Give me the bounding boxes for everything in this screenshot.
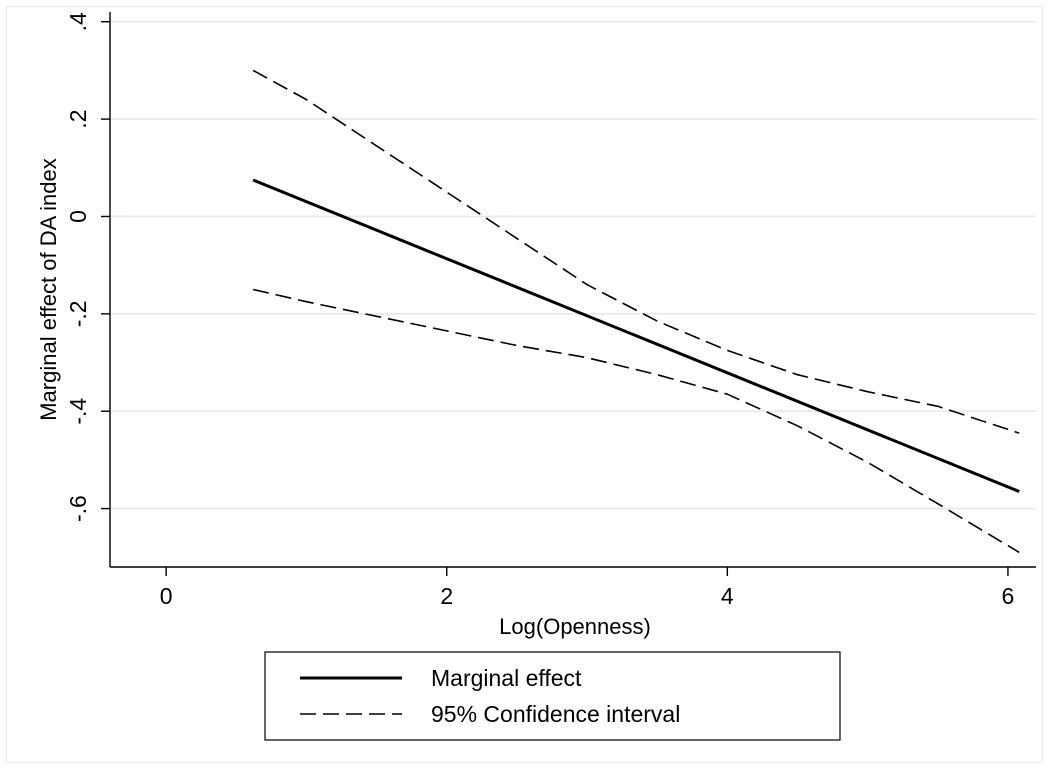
series-ci-lower: [252, 288, 1020, 554]
series-ci-upper: [252, 69, 1020, 434]
axes-layer: .4 .2 0 -.2 -.4 -.6 0 2 4 6 Log(Openness) Marginal …: [36, 12, 1036, 639]
series-layer: [252, 69, 1020, 554]
series-marginal-effect: [252, 178, 1020, 493]
grid-layer: [110, 20, 1036, 510]
y-tick-label-2: 0: [65, 210, 91, 223]
legend-label-0: Marginal effect: [431, 665, 582, 691]
x-tick-label-2: 4: [721, 583, 734, 609]
x-axis-title: Log(Openness): [499, 614, 651, 639]
legend-label-1: 95% Confidence interval: [431, 701, 680, 727]
y-tick-label-1: .2: [65, 110, 91, 129]
legend-box: [264, 651, 841, 741]
x-tick-label-1: 2: [440, 583, 453, 609]
x-tick-label-0: 0: [160, 583, 173, 609]
y-tick-label-0: .4: [65, 12, 91, 31]
y-tick-label-3: -.2: [65, 300, 91, 327]
legend-layer: Marginal effect 95% Confidence interval: [264, 651, 841, 741]
y-tick-label-5: -.6: [65, 495, 91, 522]
x-tick-label-3: 6: [1002, 583, 1015, 609]
y-tick-label-4: -.4: [65, 398, 91, 425]
y-axis-title: Marginal effect of DA index: [36, 158, 61, 421]
